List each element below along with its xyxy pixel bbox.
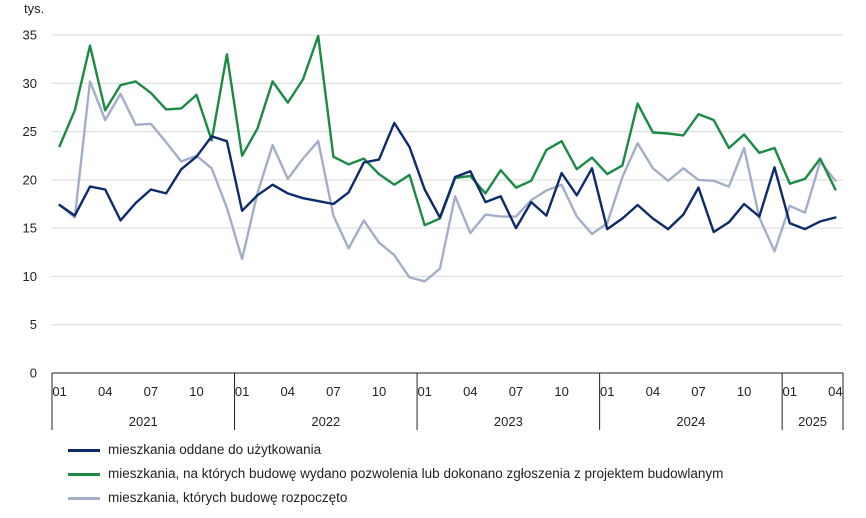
legend: mieszkania oddane do użytkowania mieszka…: [68, 438, 723, 510]
x-month-label: 07: [326, 384, 340, 399]
x-month-label: 01: [235, 384, 249, 399]
x-month-label: 04: [646, 384, 660, 399]
legend-item-permits: mieszkania, na których budowę wydano poz…: [68, 462, 723, 486]
x-month-label: 07: [509, 384, 523, 399]
x-month-label: 10: [737, 384, 751, 399]
x-month-label: 04: [463, 384, 477, 399]
x-month-label: 04: [828, 384, 842, 399]
x-month-label: 01: [417, 384, 431, 399]
y-tick-label: 20: [23, 172, 37, 187]
y-axis-unit-label: tys.: [24, 1, 44, 16]
y-tick-label: 10: [23, 269, 37, 284]
line-chart: tys. 35 30 25 20 15 10 5 0 2021 2022 2023 2024 2025…: [23, 1, 844, 430]
x-month-label: 10: [189, 384, 203, 399]
y-axis-ticks: 35 30 25 20 15 10 5 0: [23, 28, 37, 381]
legend-item-completed: mieszkania oddane do użytkowania: [68, 438, 723, 462]
y-tick-label: 0: [30, 366, 37, 381]
y-tick-label: 5: [30, 317, 37, 332]
x-year-label: 2022: [311, 414, 340, 429]
y-tick-label: 15: [23, 221, 37, 236]
grid-lines: [52, 34, 843, 326]
legend-swatch-permits: [68, 473, 100, 476]
x-year-label: 2021: [129, 414, 158, 429]
x-month-label: 04: [98, 384, 112, 399]
x-month-label: 10: [554, 384, 568, 399]
x-month-label: 07: [691, 384, 705, 399]
legend-swatch-completed: [68, 449, 100, 452]
series-lines: [58, 34, 837, 283]
y-tick-label: 25: [23, 124, 37, 139]
legend-label-completed: mieszkania oddane do użytkowania: [108, 442, 322, 457]
x-month-label: 04: [281, 384, 295, 399]
x-month-label: 01: [52, 384, 66, 399]
legend-label-permits: mieszkania, na których budowę wydano poz…: [108, 466, 724, 481]
legend-item-started: mieszkania, których budowę rozpoczęto: [68, 486, 723, 510]
x-month-label: 01: [600, 384, 614, 399]
x-year-label: 2025: [798, 414, 827, 429]
x-month-label: 01: [783, 384, 797, 399]
x-year-label: 2023: [494, 414, 523, 429]
legend-label-started: mieszkania, których budowę rozpoczęto: [108, 490, 348, 505]
series-line-0: [58, 121, 837, 234]
y-tick-label: 30: [23, 76, 37, 91]
x-month-label: 07: [144, 384, 158, 399]
y-tick-label: 35: [23, 28, 37, 43]
x-month-label: 10: [372, 384, 386, 399]
legend-swatch-started: [68, 497, 100, 500]
x-year-label: 2024: [676, 414, 705, 429]
series-line-2: [58, 80, 837, 283]
